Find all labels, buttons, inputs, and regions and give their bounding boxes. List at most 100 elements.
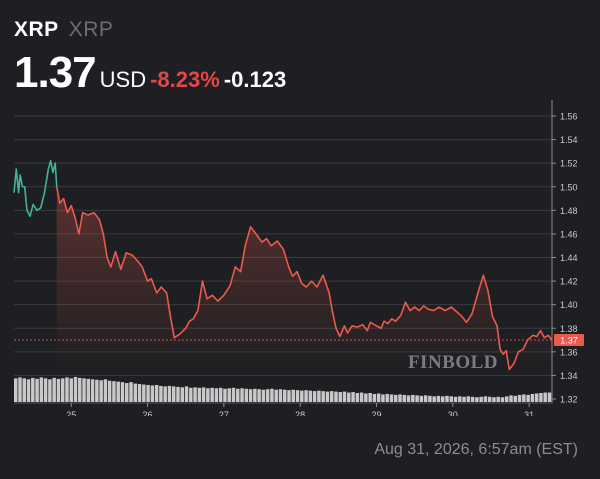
- volume-bar: [283, 389, 287, 402]
- current-price: 1.37: [14, 48, 97, 97]
- current-price-tag: [554, 334, 584, 347]
- volume-bar: [492, 397, 496, 402]
- volume-bar: [103, 379, 108, 402]
- volume-bar: [214, 388, 219, 402]
- volume-bar: [509, 395, 513, 402]
- y-tick-label: 1.34: [560, 371, 578, 381]
- volume-bar: [415, 395, 419, 402]
- volume-bar: [483, 396, 488, 402]
- volume-bar: [236, 388, 240, 402]
- volume-bar: [359, 392, 364, 402]
- volume-bar: [470, 396, 475, 402]
- price-line-down: [55, 186, 553, 371]
- x-tick-label: 28: [295, 410, 305, 416]
- y-tick-label: 1.46: [560, 229, 578, 239]
- volume-bar: [530, 393, 535, 402]
- volume-bar: [99, 380, 103, 402]
- volume-bar: [189, 387, 193, 402]
- volume-bar: [278, 389, 283, 402]
- volume-bar: [274, 389, 278, 402]
- volume-bar: [240, 388, 244, 402]
- volume-bar: [22, 378, 27, 402]
- volume-bar: [18, 377, 22, 402]
- volume-bar: [479, 396, 483, 402]
- volume-bar: [325, 391, 330, 402]
- volume-bar: [445, 395, 449, 402]
- volume-bar: [475, 397, 479, 402]
- volume-bar: [436, 395, 441, 402]
- volume-bar: [496, 396, 500, 402]
- volume-bar: [462, 396, 466, 402]
- y-tick-label: 1.38: [560, 324, 578, 334]
- volume-bar: [534, 393, 539, 402]
- volume-bar: [120, 382, 125, 402]
- x-tick-label: 29: [371, 410, 381, 416]
- x-tick-label: 27: [219, 410, 229, 416]
- volume-bar: [112, 381, 116, 402]
- volume-bar: [411, 394, 415, 402]
- volume-bar: [329, 391, 334, 402]
- y-tick-label: 1.40: [560, 300, 578, 310]
- y-tick-label: 1.42: [560, 277, 578, 287]
- volume-bar: [218, 387, 223, 402]
- volume-bar: [86, 378, 91, 402]
- volume-bar: [381, 394, 385, 402]
- x-tick-label: 30: [448, 410, 458, 416]
- volume-bar: [176, 386, 180, 402]
- volume-bar: [265, 389, 270, 402]
- volume-bar: [129, 382, 133, 402]
- y-tick-label: 1.52: [560, 159, 578, 169]
- price-line-up: [13, 160, 58, 218]
- volume-bar: [244, 388, 249, 402]
- volume-bar: [372, 393, 377, 402]
- volume-bar: [406, 395, 411, 402]
- change-absolute: -0.123: [223, 67, 287, 92]
- y-tick-label: 1.56: [560, 112, 578, 122]
- volume-bar: [522, 394, 526, 402]
- change-percent: -8.23%: [150, 67, 220, 92]
- y-tick-label: 1.32: [560, 395, 578, 405]
- volume-bar: [206, 388, 210, 402]
- volume-bar: [453, 396, 458, 402]
- volume-bar: [513, 395, 518, 402]
- timestamp: Aug 31, 2026, 6:57am (EST): [374, 441, 578, 458]
- volume-bar: [95, 379, 99, 402]
- volume-bar: [261, 389, 266, 402]
- volume-bar: [466, 396, 471, 402]
- volume-bar: [342, 391, 347, 402]
- volume-bar: [321, 391, 325, 402]
- volume-bar: [368, 393, 372, 402]
- volume-bar: [505, 396, 509, 402]
- volume-bar: [48, 379, 52, 402]
- volume-bar: [142, 384, 146, 402]
- volume-bar: [133, 383, 138, 402]
- volume-bar: [487, 396, 492, 402]
- volume-bar: [428, 395, 432, 402]
- volume-bar: [69, 378, 73, 402]
- volume-bar: [227, 388, 231, 402]
- volume-bar: [167, 385, 172, 402]
- volume-bar: [300, 390, 304, 402]
- volume-bar: [389, 394, 394, 402]
- volume-bar: [458, 396, 462, 402]
- volume-bar: [287, 390, 291, 402]
- volume-bar: [90, 379, 95, 402]
- volume-bar: [180, 387, 184, 402]
- volume-bar: [52, 377, 56, 402]
- y-tick-label: 1.44: [560, 253, 578, 263]
- volume-bar: [184, 386, 189, 402]
- volume-bar: [334, 391, 338, 402]
- ticker-name: XRP: [68, 18, 114, 41]
- volume-bar: [125, 383, 129, 402]
- volume-bar: [253, 388, 257, 402]
- volume-bar: [304, 390, 308, 402]
- volume-bar: [82, 378, 86, 402]
- volume-bar: [308, 390, 313, 402]
- y-tick-label: 1.50: [560, 182, 578, 192]
- volume-bar: [449, 396, 453, 402]
- volume-bar: [78, 377, 82, 402]
- volume-bar: [376, 393, 381, 402]
- current-price-tag-label: 1.37: [560, 336, 578, 346]
- volume-bar: [338, 392, 342, 402]
- volume-bar: [432, 396, 436, 402]
